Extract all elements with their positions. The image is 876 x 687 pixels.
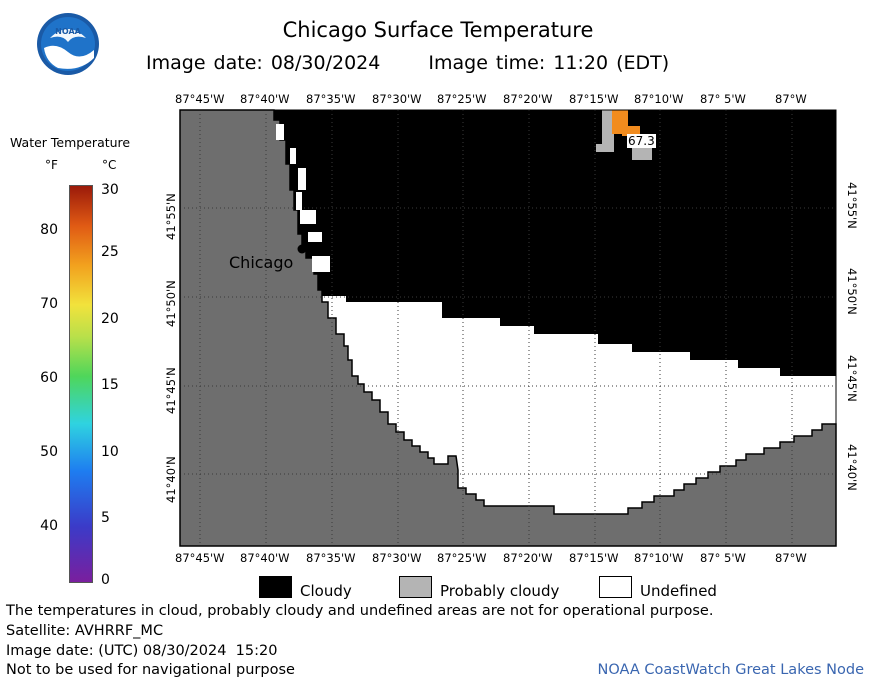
lon-label: 87°45'W <box>175 551 225 565</box>
colorbar-tick-c: 25 <box>101 244 119 260</box>
lon-label: 87°30'W <box>372 551 422 565</box>
svg-text:NOAA: NOAA <box>55 27 81 36</box>
lon-label: 87°15'W <box>569 551 619 565</box>
navigation-warning: Not to be used for navigational purpose <box>6 662 295 678</box>
colorbar-tick-f: 70 <box>40 296 58 312</box>
lon-label: 87°40'W <box>240 551 290 565</box>
lon-label: 87°10'W <box>634 92 684 106</box>
colorbar-unit-f: °F <box>45 158 58 172</box>
colorbar-tick-c: 15 <box>101 377 119 393</box>
lon-label: 87°10'W <box>634 551 684 565</box>
temperature-map <box>179 109 837 547</box>
disclaimer-text: The temperatures in cloud, probably clou… <box>6 603 714 619</box>
lat-label: 41°50'N <box>164 280 178 327</box>
legend-label-probably-cloudy: Probably cloudy <box>440 582 560 600</box>
lat-label: 41°40'N <box>845 444 859 491</box>
colorbar-tick-c: 30 <box>101 182 119 198</box>
image-datetime: Image date: 08/30/2024 Image time: 11:20… <box>146 52 709 74</box>
lon-label: 87°20'W <box>503 551 553 565</box>
utc-date-text: Image date: (UTC) 08/30/2024 15:20 <box>6 643 278 659</box>
colorbar-tick-f: 80 <box>40 222 58 238</box>
lon-label: 87°W <box>775 551 807 565</box>
lat-label: 41°45'N <box>164 367 178 414</box>
colorbar-tick-f: 50 <box>40 444 58 460</box>
colorbar-tick-f: 40 <box>40 518 58 534</box>
lon-label: 87°15'W <box>569 92 619 106</box>
lon-label: 87°W <box>775 92 807 106</box>
colorbar-tick-c: 0 <box>101 572 110 588</box>
lon-label: 87°20'W <box>503 92 553 106</box>
chicago-marker <box>297 244 307 254</box>
graticule <box>180 110 836 546</box>
lon-label: 87° 5'W <box>700 551 746 565</box>
colorbar-tick-c: 5 <box>101 510 110 526</box>
image-time: Image time: 11:20 (EDT) <box>428 52 670 74</box>
legend-label-cloudy: Cloudy <box>300 582 352 600</box>
colorbar-title: Water Temperature <box>10 135 131 150</box>
colorbar <box>69 185 93 583</box>
legend-label-undefined: Undefined <box>640 582 717 600</box>
lat-label: 41°55'N <box>845 182 859 229</box>
legend-swatch-undefined <box>599 576 632 598</box>
map-frame <box>179 109 837 547</box>
lat-label: 41°55'N <box>164 193 178 240</box>
lon-label: 87°30'W <box>372 92 422 106</box>
image-date: Image date: 08/30/2024 <box>146 52 381 74</box>
lat-label: 41°50'N <box>845 268 859 315</box>
colorbar-tick-c: 20 <box>101 311 119 327</box>
lon-label: 87°35'W <box>306 551 356 565</box>
legend-swatch-probably-cloudy <box>399 576 432 598</box>
noaa-logo: NOAA <box>37 13 99 75</box>
credit-text: NOAA CoastWatch Great Lakes Node <box>597 662 864 678</box>
lat-label: 41°45'N <box>845 355 859 402</box>
lon-label: 87°40'W <box>240 92 290 106</box>
colorbar-tick-c: 10 <box>101 444 119 460</box>
lon-label: 87°25'W <box>437 92 487 106</box>
lon-label: 87°35'W <box>306 92 356 106</box>
lon-label: 87°45'W <box>175 92 225 106</box>
page-title: Chicago Surface Temperature <box>282 18 594 42</box>
satellite-text: Satellite: AVHRRF_MC <box>6 623 164 639</box>
lon-label: 87° 5'W <box>700 92 746 106</box>
legend-swatch-cloudy <box>259 576 292 598</box>
sample-temperature-label: 67.3 <box>627 134 656 148</box>
colorbar-unit-c: °C <box>102 158 117 172</box>
colorbar-tick-f: 60 <box>40 370 58 386</box>
city-label: Chicago <box>229 253 294 272</box>
lat-label: 41°40'N <box>164 456 178 503</box>
shore-undefined-pixels <box>276 124 330 272</box>
lon-label: 87°25'W <box>437 551 487 565</box>
